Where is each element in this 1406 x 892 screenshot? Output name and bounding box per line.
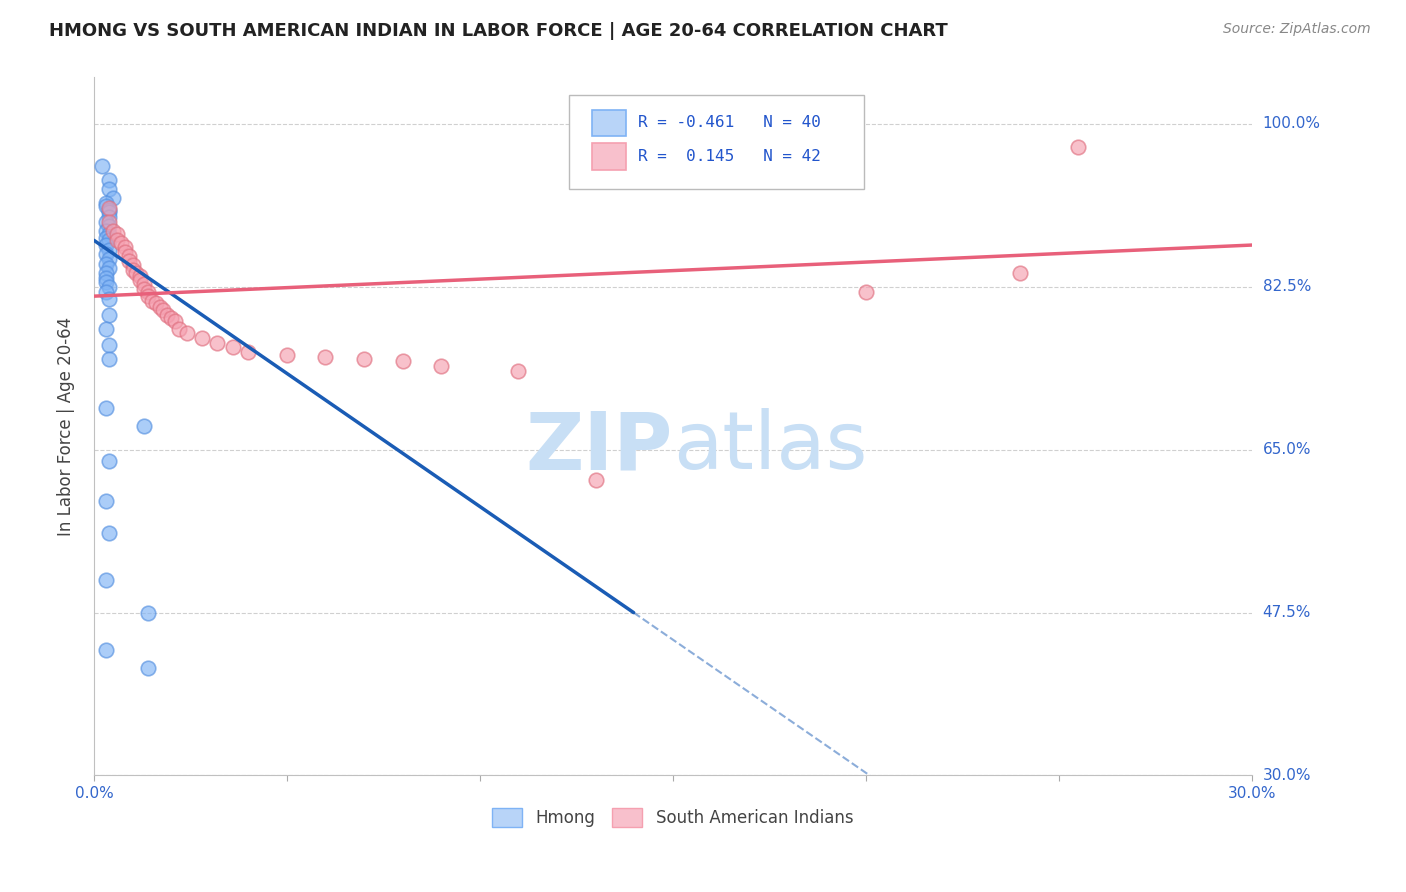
Point	[276, 348, 298, 362]
Point	[98, 338, 121, 352]
Point	[94, 401, 117, 415]
Text: 82.5%: 82.5%	[1263, 279, 1310, 294]
Point	[94, 238, 117, 252]
Point	[314, 350, 336, 364]
Point	[238, 345, 260, 359]
Point	[94, 275, 117, 289]
Point	[103, 191, 125, 205]
Text: 30.0%: 30.0%	[1263, 768, 1312, 783]
Point	[98, 173, 121, 187]
Point	[136, 289, 159, 303]
Y-axis label: In Labor Force | Age 20-64: In Labor Force | Age 20-64	[58, 317, 75, 536]
Point	[94, 247, 117, 261]
Point	[98, 454, 121, 468]
Point	[136, 285, 159, 299]
Text: 65.0%: 65.0%	[1263, 442, 1312, 458]
Point	[90, 159, 112, 173]
Text: R =  0.145   N = 42: R = 0.145 N = 42	[638, 149, 821, 164]
FancyBboxPatch shape	[568, 95, 863, 189]
Point	[191, 331, 214, 345]
Point	[94, 266, 117, 280]
Point	[98, 205, 121, 219]
Point	[163, 314, 186, 328]
Point	[98, 261, 121, 276]
Point	[98, 280, 121, 294]
Point	[98, 227, 121, 241]
Point	[94, 224, 117, 238]
Point	[430, 359, 453, 373]
Point	[94, 573, 117, 587]
Point	[129, 273, 152, 287]
Point	[94, 215, 117, 229]
Point	[585, 473, 607, 487]
Point	[98, 526, 121, 541]
Text: 47.5%: 47.5%	[1263, 605, 1310, 620]
Point	[110, 236, 132, 251]
Point	[98, 292, 121, 306]
Point	[129, 268, 152, 283]
Point	[98, 182, 121, 196]
Point	[98, 308, 121, 322]
Point	[207, 335, 229, 350]
Text: ZIP: ZIP	[526, 409, 672, 486]
Point	[94, 199, 117, 213]
Bar	[592, 143, 627, 169]
Point	[94, 270, 117, 285]
Point	[94, 494, 117, 508]
Point	[176, 326, 198, 341]
Point	[98, 233, 121, 247]
Point	[98, 202, 121, 217]
Point	[141, 293, 163, 308]
Point	[1010, 266, 1032, 280]
Point	[222, 340, 245, 354]
Point	[98, 210, 121, 224]
Point	[167, 322, 190, 336]
Text: HMONG VS SOUTH AMERICAN INDIAN IN LABOR FORCE | AGE 20-64 CORRELATION CHART: HMONG VS SOUTH AMERICAN INDIAN IN LABOR …	[49, 22, 948, 40]
Point	[94, 230, 117, 244]
Point	[94, 196, 117, 211]
Point	[118, 249, 141, 263]
Point	[94, 322, 117, 336]
Point	[98, 219, 121, 234]
Point	[1067, 140, 1090, 154]
Point	[160, 310, 183, 325]
Legend: Hmong, South American Indians: Hmong, South American Indians	[485, 801, 860, 833]
Point	[105, 233, 128, 247]
Point	[103, 224, 125, 238]
Point	[148, 301, 170, 315]
Point	[94, 256, 117, 270]
Bar	[592, 110, 627, 136]
Point	[855, 285, 877, 299]
Text: 100.0%: 100.0%	[1263, 117, 1320, 131]
Point	[156, 308, 179, 322]
Point	[132, 419, 155, 434]
Point	[94, 285, 117, 299]
Text: R = -0.461   N = 40: R = -0.461 N = 40	[638, 115, 821, 130]
Point	[136, 606, 159, 620]
Point	[98, 351, 121, 366]
Point	[114, 245, 136, 260]
Point	[136, 661, 159, 675]
Text: atlas: atlas	[672, 409, 868, 486]
Point	[152, 303, 174, 318]
Point	[98, 243, 121, 257]
Point	[121, 259, 143, 273]
Point	[145, 295, 167, 310]
Point	[98, 215, 121, 229]
Point	[353, 351, 375, 366]
Point	[98, 252, 121, 266]
Point	[391, 354, 413, 368]
Point	[105, 227, 128, 241]
Point	[94, 643, 117, 657]
Point	[121, 263, 143, 277]
Text: Source: ZipAtlas.com: Source: ZipAtlas.com	[1223, 22, 1371, 37]
Point	[114, 240, 136, 254]
Point	[508, 363, 530, 377]
Point	[118, 253, 141, 268]
Point	[125, 266, 148, 280]
Point	[98, 201, 121, 215]
Point	[132, 277, 155, 291]
Point	[132, 282, 155, 296]
